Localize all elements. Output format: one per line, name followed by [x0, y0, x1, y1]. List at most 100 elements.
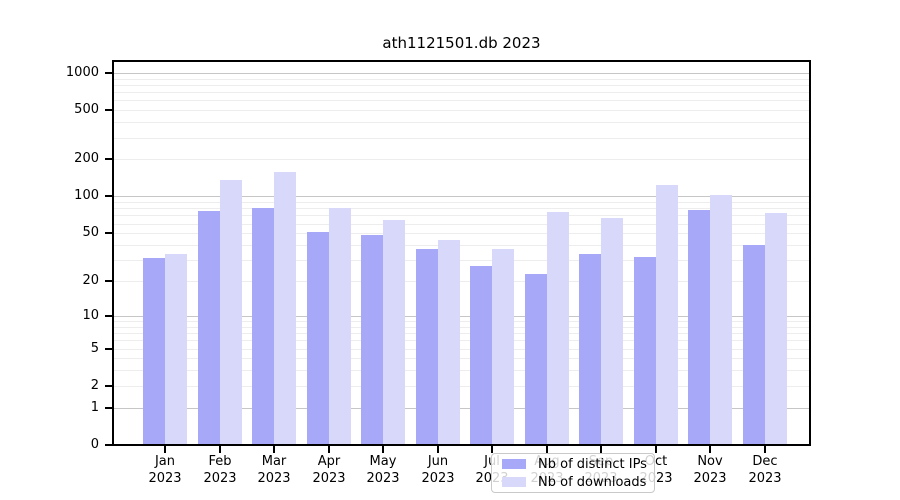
xtick-oct: [655, 446, 657, 453]
bar-downloads-aug: [546, 212, 569, 445]
legend-swatch-downloads: [502, 477, 526, 487]
gridline-3: [113, 370, 810, 371]
gridline-400: [113, 122, 810, 123]
xtick-label-jan: Jan 2023: [130, 453, 200, 487]
ytick-2: [105, 385, 112, 387]
gridline-30: [113, 260, 810, 261]
gridline-90: [113, 202, 810, 203]
ytick-label-500: 500: [74, 102, 99, 117]
xtick-month-nov: Nov: [697, 454, 723, 469]
ytick-100: [105, 195, 112, 197]
ytick-label-50: 50: [82, 225, 99, 240]
ytick-50: [105, 232, 112, 234]
xtick-label-jun: Jun 2023: [403, 453, 473, 487]
xtick-month-jun: Jun: [427, 454, 449, 469]
legend-swatch-distinct-ips: [502, 459, 526, 469]
ytick-5: [105, 348, 112, 350]
ytick-1000: [105, 72, 112, 74]
legend-item-distinct-ips: Nb of distinct IPs: [498, 457, 648, 472]
gridline-5: [113, 349, 810, 350]
xtick-jul: [491, 446, 493, 453]
ytick-1: [105, 407, 112, 409]
xtick-year-apr: 2023: [312, 471, 346, 486]
xtick-year-dec: 2023: [748, 471, 782, 486]
xtick-jan: [164, 446, 166, 453]
bar-distinct-ips-jul: [470, 266, 492, 445]
xtick-year-nov: 2023: [693, 471, 727, 486]
gridline-4: [113, 358, 810, 359]
ytick-label-1000: 1000: [65, 65, 99, 80]
ytick-200: [105, 158, 112, 160]
gridline-900: [113, 79, 810, 80]
gridline-10: [113, 316, 810, 317]
ytick-label-5: 5: [90, 341, 99, 356]
bar-distinct-ips-jun: [415, 249, 438, 445]
plot-area: Nb of distinct IPs Nb of downloads: [112, 60, 811, 493]
bar-distinct-ips-mar: [252, 208, 274, 445]
xtick-month-mar: Mar: [261, 454, 287, 469]
bar-downloads-sep: [601, 218, 623, 445]
bar-distinct-ips-may: [361, 235, 383, 445]
xtick-label-mar: Mar 2023: [239, 453, 309, 487]
xtick-year-mar: 2023: [257, 471, 291, 486]
xtick-mar: [273, 446, 275, 453]
bar-downloads-nov: [710, 195, 732, 445]
gridline-200: [113, 159, 810, 160]
xtick-apr: [328, 446, 330, 453]
ytick-0: [105, 444, 112, 446]
xtick-label-apr: Apr 2023: [294, 453, 364, 487]
gridline-6: [113, 340, 810, 341]
xtick-year-jan: 2023: [148, 471, 182, 486]
chart-title: ath1121501.db 2023: [382, 34, 541, 52]
gridline-700: [113, 92, 810, 93]
ytick-20: [105, 280, 112, 282]
gridline-100: [113, 196, 810, 197]
bar-distinct-ips-apr: [306, 232, 329, 445]
bar-downloads-mar: [274, 172, 296, 445]
bar-distinct-ips-dec: [742, 245, 765, 445]
xtick-month-may: May: [369, 454, 397, 469]
bar-downloads-feb: [219, 180, 242, 445]
gridline-60: [113, 224, 810, 225]
gridline-500: [113, 110, 810, 111]
xtick-aug: [546, 446, 548, 453]
bar-downloads-jan: [165, 254, 187, 445]
xtick-label-nov: Nov 2023: [675, 453, 745, 487]
xtick-feb: [219, 446, 221, 453]
xtick-label-may: May 2023: [348, 453, 418, 487]
gridline-1: [113, 408, 810, 409]
bar-downloads-dec: [764, 213, 787, 445]
xtick-label-dec: Dec 2023: [730, 453, 800, 487]
ytick-500: [105, 109, 112, 111]
ytick-label-0: 0: [90, 437, 99, 452]
gridline-2: [113, 386, 810, 387]
bar-distinct-ips-oct: [633, 257, 656, 445]
gridline-20: [113, 281, 810, 282]
ytick-label-100: 100: [74, 188, 99, 203]
xtick-dec: [764, 446, 766, 453]
xtick-sep: [600, 446, 602, 453]
bar-distinct-ips-feb: [197, 211, 220, 445]
xtick-jun: [437, 446, 439, 453]
gridline-40: [113, 245, 810, 246]
gridline-80: [113, 208, 810, 209]
xtick-year-jun: 2023: [421, 471, 455, 486]
ytick-label-20: 20: [82, 273, 99, 288]
bar-downloads-jul: [492, 249, 514, 445]
gridline-300: [113, 138, 810, 139]
bar-distinct-ips-sep: [579, 254, 601, 445]
xtick-label-feb: Feb 2023: [185, 453, 255, 487]
gridline-800: [113, 85, 810, 86]
legend-label-downloads: Nb of downloads: [538, 474, 647, 490]
ytick-label-2: 2: [90, 378, 99, 393]
gridline-70: [113, 215, 810, 216]
xtick-year-feb: 2023: [203, 471, 237, 486]
gridline-9: [113, 321, 810, 322]
legend-item-downloads: Nb of downloads: [498, 475, 648, 490]
xtick-may: [382, 446, 384, 453]
gridline-1000: [113, 73, 810, 74]
bar-downloads-may: [383, 220, 405, 445]
bar-distinct-ips-nov: [688, 210, 710, 445]
legend-label-distinct-ips: Nb of distinct IPs: [538, 456, 647, 472]
ytick-label-10: 10: [82, 308, 99, 323]
